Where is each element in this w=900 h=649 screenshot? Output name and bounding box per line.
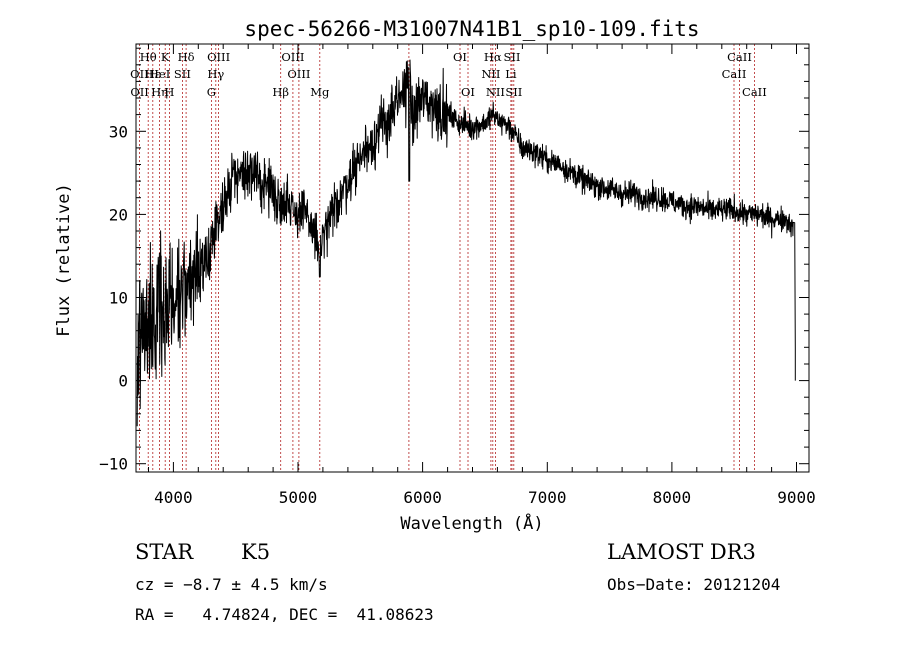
line-label: Hγ bbox=[207, 67, 224, 81]
line-label: OII bbox=[130, 85, 149, 99]
line-label: NII bbox=[481, 67, 500, 81]
line-label: OI bbox=[461, 85, 475, 99]
line-label: H bbox=[164, 85, 174, 99]
object-subclass: K5 bbox=[241, 540, 270, 564]
line-label: OIII bbox=[207, 50, 230, 64]
plot-frame bbox=[135, 43, 810, 473]
survey-name: LAMOST DR3 bbox=[607, 540, 756, 564]
footer-info: STAR K5 LAMOST DR3 cz = −8.7 ± 4.5 km/s … bbox=[135, 540, 780, 624]
x-tick-label: 9000 bbox=[777, 488, 816, 507]
line-label: OIII bbox=[287, 67, 310, 81]
line-label: NII bbox=[486, 85, 505, 99]
sky-coordinates: RA = 4.74824, DEC = 41.08623 bbox=[135, 605, 434, 624]
x-tick-label: 7000 bbox=[528, 488, 567, 507]
y-tick-label: 10 bbox=[109, 289, 128, 308]
x-tick-label: 4000 bbox=[154, 488, 193, 507]
axis-tick-group: 4000 5000 6000 7000 8000 9000 −10 0 10 20 30 bbox=[99, 44, 816, 507]
spectrum-series-line bbox=[136, 59, 796, 427]
y-axis-label: Flux (relative) bbox=[54, 183, 74, 337]
line-label: SII bbox=[505, 85, 522, 99]
x-tick-label: 8000 bbox=[653, 488, 692, 507]
line-label: G bbox=[207, 85, 216, 99]
chart-title: spec-56266-M31007N41B1_sp10-109.fits bbox=[244, 17, 699, 41]
line-label: CaII bbox=[727, 50, 752, 64]
line-label: Hε bbox=[145, 67, 161, 81]
line-label: CaII bbox=[742, 85, 767, 99]
line-label: Hη bbox=[151, 85, 168, 99]
x-tick-label: 6000 bbox=[403, 488, 442, 507]
observation-date: Obs−Date: 20121204 bbox=[607, 575, 780, 594]
line-label: SII bbox=[504, 50, 521, 64]
line-label: Li bbox=[505, 67, 517, 81]
line-label: HeI bbox=[149, 67, 170, 81]
line-label: K bbox=[161, 50, 170, 64]
x-tick-label: 5000 bbox=[279, 488, 318, 507]
y-tick-label: 0 bbox=[118, 372, 128, 391]
spectrum-group bbox=[136, 59, 796, 427]
y-tick-label: 20 bbox=[109, 205, 128, 224]
line-label: Mg bbox=[310, 85, 330, 99]
y-tick-label: 30 bbox=[109, 122, 128, 141]
line-label: OI bbox=[453, 50, 467, 64]
line-label: Hθ bbox=[140, 50, 157, 64]
line-label: Hβ bbox=[272, 85, 289, 99]
x-axis-label: Wavelength (Å) bbox=[400, 512, 543, 534]
line-label: OII bbox=[130, 67, 149, 81]
y-tick-label: −10 bbox=[99, 455, 128, 474]
line-label: Hδ bbox=[178, 50, 195, 64]
line-label: SII bbox=[174, 67, 191, 81]
object-class: STAR bbox=[135, 540, 194, 564]
line-label: CaII bbox=[722, 67, 747, 81]
redshift-velocity: cz = −8.7 ± 4.5 km/s bbox=[135, 575, 328, 594]
line-label: Hα bbox=[484, 50, 502, 64]
line-label: OIII bbox=[281, 50, 304, 64]
